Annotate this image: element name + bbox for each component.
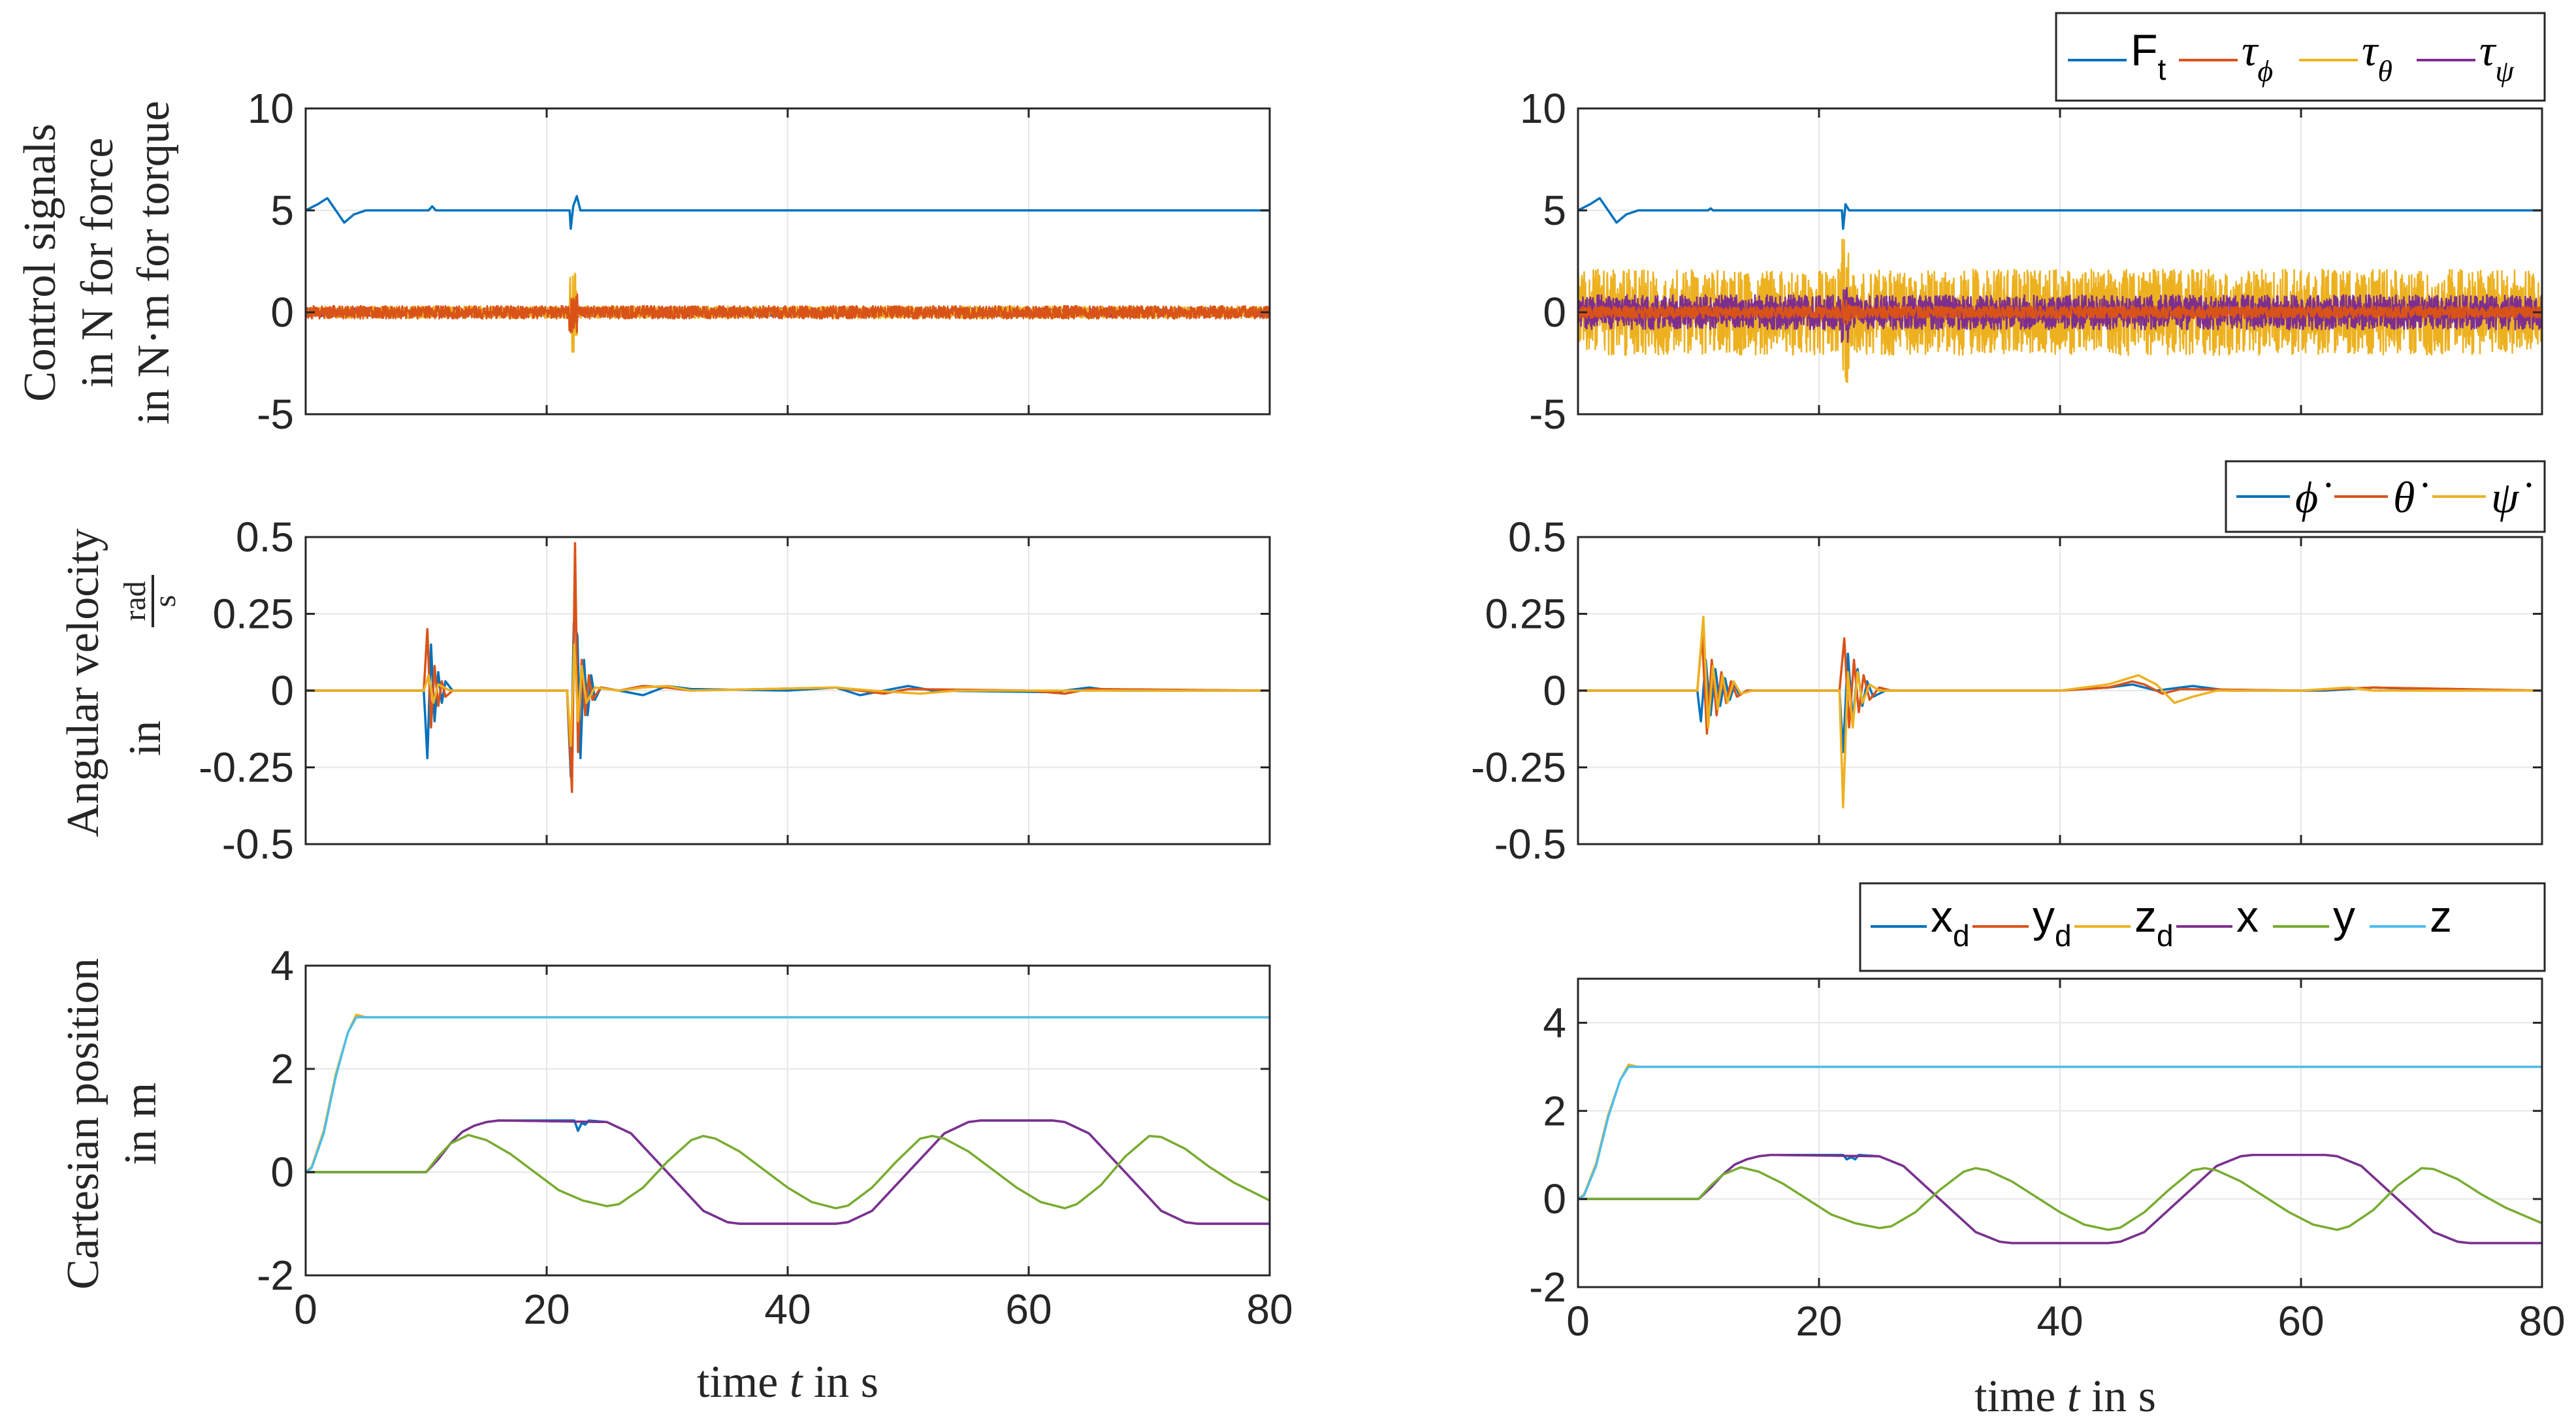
series-line-τ_ϕ <box>1578 299 2542 325</box>
ylabel-control-line1: Control signals <box>15 123 65 402</box>
legend-position: xd yd zd x y z <box>1859 882 2546 972</box>
y-tick-label: -0.25 <box>1471 744 1566 791</box>
panel-angular-left: -0.5 -0.25 0 0.25 0.5 <box>199 514 1271 868</box>
ylabel-position: Cartesian position in m <box>58 958 166 1289</box>
ylabel-angular-line1: Angular velocity <box>58 529 108 837</box>
panel-angular-right: -0.5 -0.25 0 0.25 0.5 <box>1471 514 2543 868</box>
panel-control-right: -5 0 5 10 <box>1520 85 2543 438</box>
y-tick-label: -2 <box>257 1252 294 1299</box>
y-tick-label: 2 <box>270 1045 294 1092</box>
y-tick-label: 5 <box>270 187 294 234</box>
ylabel-angular-s: s <box>148 595 182 608</box>
x-tick-label: 40 <box>2037 1298 2083 1345</box>
y-tick-label: -2 <box>1529 1264 1566 1311</box>
series-line-z <box>306 1016 1270 1173</box>
legend-control-label-tau-phi: τϕ <box>2242 25 2273 88</box>
series-line-y <box>306 1134 1270 1210</box>
xlabel-left: time t in s <box>697 1357 878 1407</box>
series-line-τ_ϕ <box>306 293 1270 334</box>
ylabel-control-line3: in N·m for torque <box>129 101 179 425</box>
series-group <box>1578 615 2542 809</box>
y-tick-label: -5 <box>1529 391 1566 438</box>
y-tick-label: 0.5 <box>236 514 294 561</box>
x-tick-label: 60 <box>2278 1298 2324 1345</box>
series-group <box>1578 197 2542 384</box>
x-tick-label: 20 <box>523 1286 570 1333</box>
ylabel-control-line2: in N for force <box>72 138 123 388</box>
legend-position-label-y: y <box>2333 892 2355 941</box>
y-tick-label: 0 <box>270 1149 294 1196</box>
ylabel-control: Control signals in N for force in N·m fo… <box>15 101 179 425</box>
legend-position-label-xd: xd <box>1931 892 1970 953</box>
y-tick-label: 5 <box>1543 187 1566 234</box>
y-tick-label: 4 <box>1543 999 1566 1046</box>
legend-position-label-yd: yd <box>2033 892 2072 953</box>
y-tick-label: 0.25 <box>1485 591 1566 638</box>
series-group <box>306 542 1270 793</box>
y-tick-label: 10 <box>1520 85 1566 132</box>
y-tick-label: 0 <box>270 289 294 336</box>
legend-control-box <box>2055 12 2546 102</box>
legend-control: Ft τϕ τθ τψ <box>2055 12 2546 102</box>
ylabel-position-line2: in m <box>116 1083 166 1165</box>
y-tick-label: -5 <box>257 391 294 438</box>
y-tick-label: 4 <box>270 942 294 989</box>
legend-angular: ϕ̇ θ̇ ψ̇ <box>2225 460 2546 533</box>
y-tick-label: 10 <box>248 85 294 132</box>
series-group <box>306 1013 1270 1225</box>
legend-position-label-zd: zd <box>2134 892 2174 953</box>
y-tick-label: -0.25 <box>199 744 294 791</box>
ylabel-position-line1: Cartesian position <box>58 958 108 1289</box>
y-tick-label: 0.25 <box>212 591 294 638</box>
legend-control-label-ft: Ft <box>2131 25 2166 86</box>
y-tick-label: 0 <box>1543 1175 1566 1222</box>
x-tick-label: 80 <box>2519 1298 2565 1345</box>
panel-control-left: -5 0 5 10 <box>248 85 1271 438</box>
y-tick-label: 0.5 <box>1508 514 1566 561</box>
x-tick-label: 0 <box>1566 1298 1590 1345</box>
ylabel-angular-in: in <box>120 721 170 756</box>
xlabel-right: time t in s <box>1974 1371 2156 1422</box>
series-line-y <box>1578 1166 2542 1232</box>
series-line-ψ̇ <box>306 643 1270 747</box>
ylabel-angular: Angular velocity in rad s <box>58 529 182 837</box>
series-group <box>1578 1063 2542 1245</box>
y-tick-label: 2 <box>1543 1087 1566 1134</box>
y-tick-label: 0 <box>1543 289 1566 336</box>
series-line-F_t <box>306 195 1270 230</box>
series-line-ψ̇ <box>1578 615 2542 809</box>
legend-position-label-z: z <box>2430 892 2452 941</box>
series-line-x <box>1578 1153 2542 1245</box>
legend-control-label-tau-psi: τψ <box>2479 25 2515 88</box>
series-line-z <box>1578 1066 2542 1200</box>
x-tick-label: 40 <box>764 1286 811 1333</box>
legend-position-label-x: x <box>2236 892 2259 941</box>
series-group <box>306 195 1270 353</box>
series-line-F_t <box>1578 197 2542 230</box>
series-line-x <box>306 1119 1270 1225</box>
x-tick-label: 80 <box>1246 1286 1293 1333</box>
ylabel-angular-rad: rad <box>118 581 152 621</box>
legend-control-label-tau-theta: τθ <box>2362 25 2392 88</box>
x-tick-label: 60 <box>1005 1286 1052 1333</box>
x-tick-label: 0 <box>294 1286 317 1333</box>
y-tick-label: 0 <box>1543 667 1566 714</box>
y-tick-label: -0.5 <box>1494 821 1566 868</box>
y-tick-label: -0.5 <box>222 821 294 868</box>
x-tick-label: 20 <box>1795 1298 1842 1345</box>
y-tick-label: 0 <box>270 667 294 714</box>
